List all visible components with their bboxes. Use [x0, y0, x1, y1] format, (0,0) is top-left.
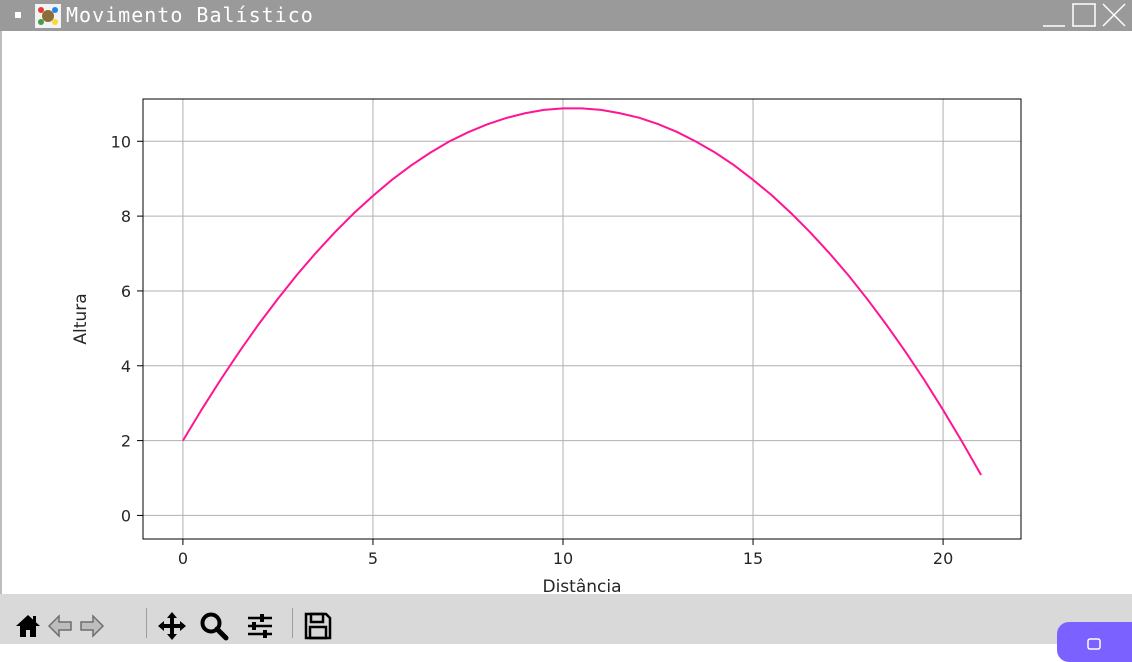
zoom-icon: [200, 612, 229, 641]
save-icon: [304, 612, 332, 640]
pan-icon: [158, 612, 186, 640]
pan-button[interactable]: [156, 610, 188, 642]
series-line: [182, 107, 982, 476]
x-tick-label: 15: [743, 549, 763, 568]
chat-icon: [1087, 638, 1101, 650]
y-tick-label: 6: [121, 282, 131, 301]
x-tick-label: 5: [368, 549, 378, 568]
back-arrow-icon: [47, 614, 72, 638]
window-titlebar[interactable]: Movimento Balístico: [0, 0, 1132, 31]
close-icon[interactable]: [1100, 2, 1128, 28]
x-tick-label: 20: [933, 549, 953, 568]
forward-button[interactable]: [76, 610, 108, 642]
home-icon: [16, 615, 40, 637]
window-frame-left: [0, 31, 2, 594]
y-axis-label: Altura: [71, 293, 91, 344]
toolbar-separator: [146, 608, 147, 638]
home-button[interactable]: [12, 610, 44, 642]
app-icon: [35, 4, 61, 28]
zoom-button[interactable]: [198, 610, 230, 642]
navigation-toolbar: [0, 594, 1132, 644]
back-button[interactable]: [44, 610, 76, 642]
toolbar-separator: [292, 608, 293, 638]
y-tick-label: 4: [121, 357, 131, 376]
forward-arrow-icon: [80, 614, 105, 638]
save-button[interactable]: [302, 610, 334, 642]
configure-subplots-icon: [248, 614, 272, 638]
x-tick-label: 10: [553, 549, 573, 568]
axes-frame: [142, 98, 1022, 540]
window-menu-icon[interactable]: [15, 12, 21, 18]
maximize-icon[interactable]: [1070, 2, 1098, 28]
y-tick-label: 10: [111, 132, 131, 151]
x-ticks: 0 5 10 15 20: [178, 539, 953, 568]
grid-lines: [143, 99, 1021, 539]
chart[interactable]: 0 5 10 15 20 0 2 4 6 8 10 Distância Altura: [0, 31, 1132, 594]
window-title: Movimento Balístico: [66, 3, 314, 27]
y-tick-label: 2: [121, 432, 131, 451]
minimize-icon[interactable]: [1040, 2, 1068, 28]
x-axis-label: Distância: [542, 577, 621, 594]
floating-action-button[interactable]: [1057, 622, 1132, 662]
y-ticks: 0 2 4 6 8 10: [111, 132, 143, 525]
y-tick-label: 8: [121, 207, 131, 226]
y-tick-label: 0: [121, 506, 131, 525]
x-tick-label: 0: [178, 549, 188, 568]
configure-subplots-button[interactable]: [244, 610, 276, 642]
